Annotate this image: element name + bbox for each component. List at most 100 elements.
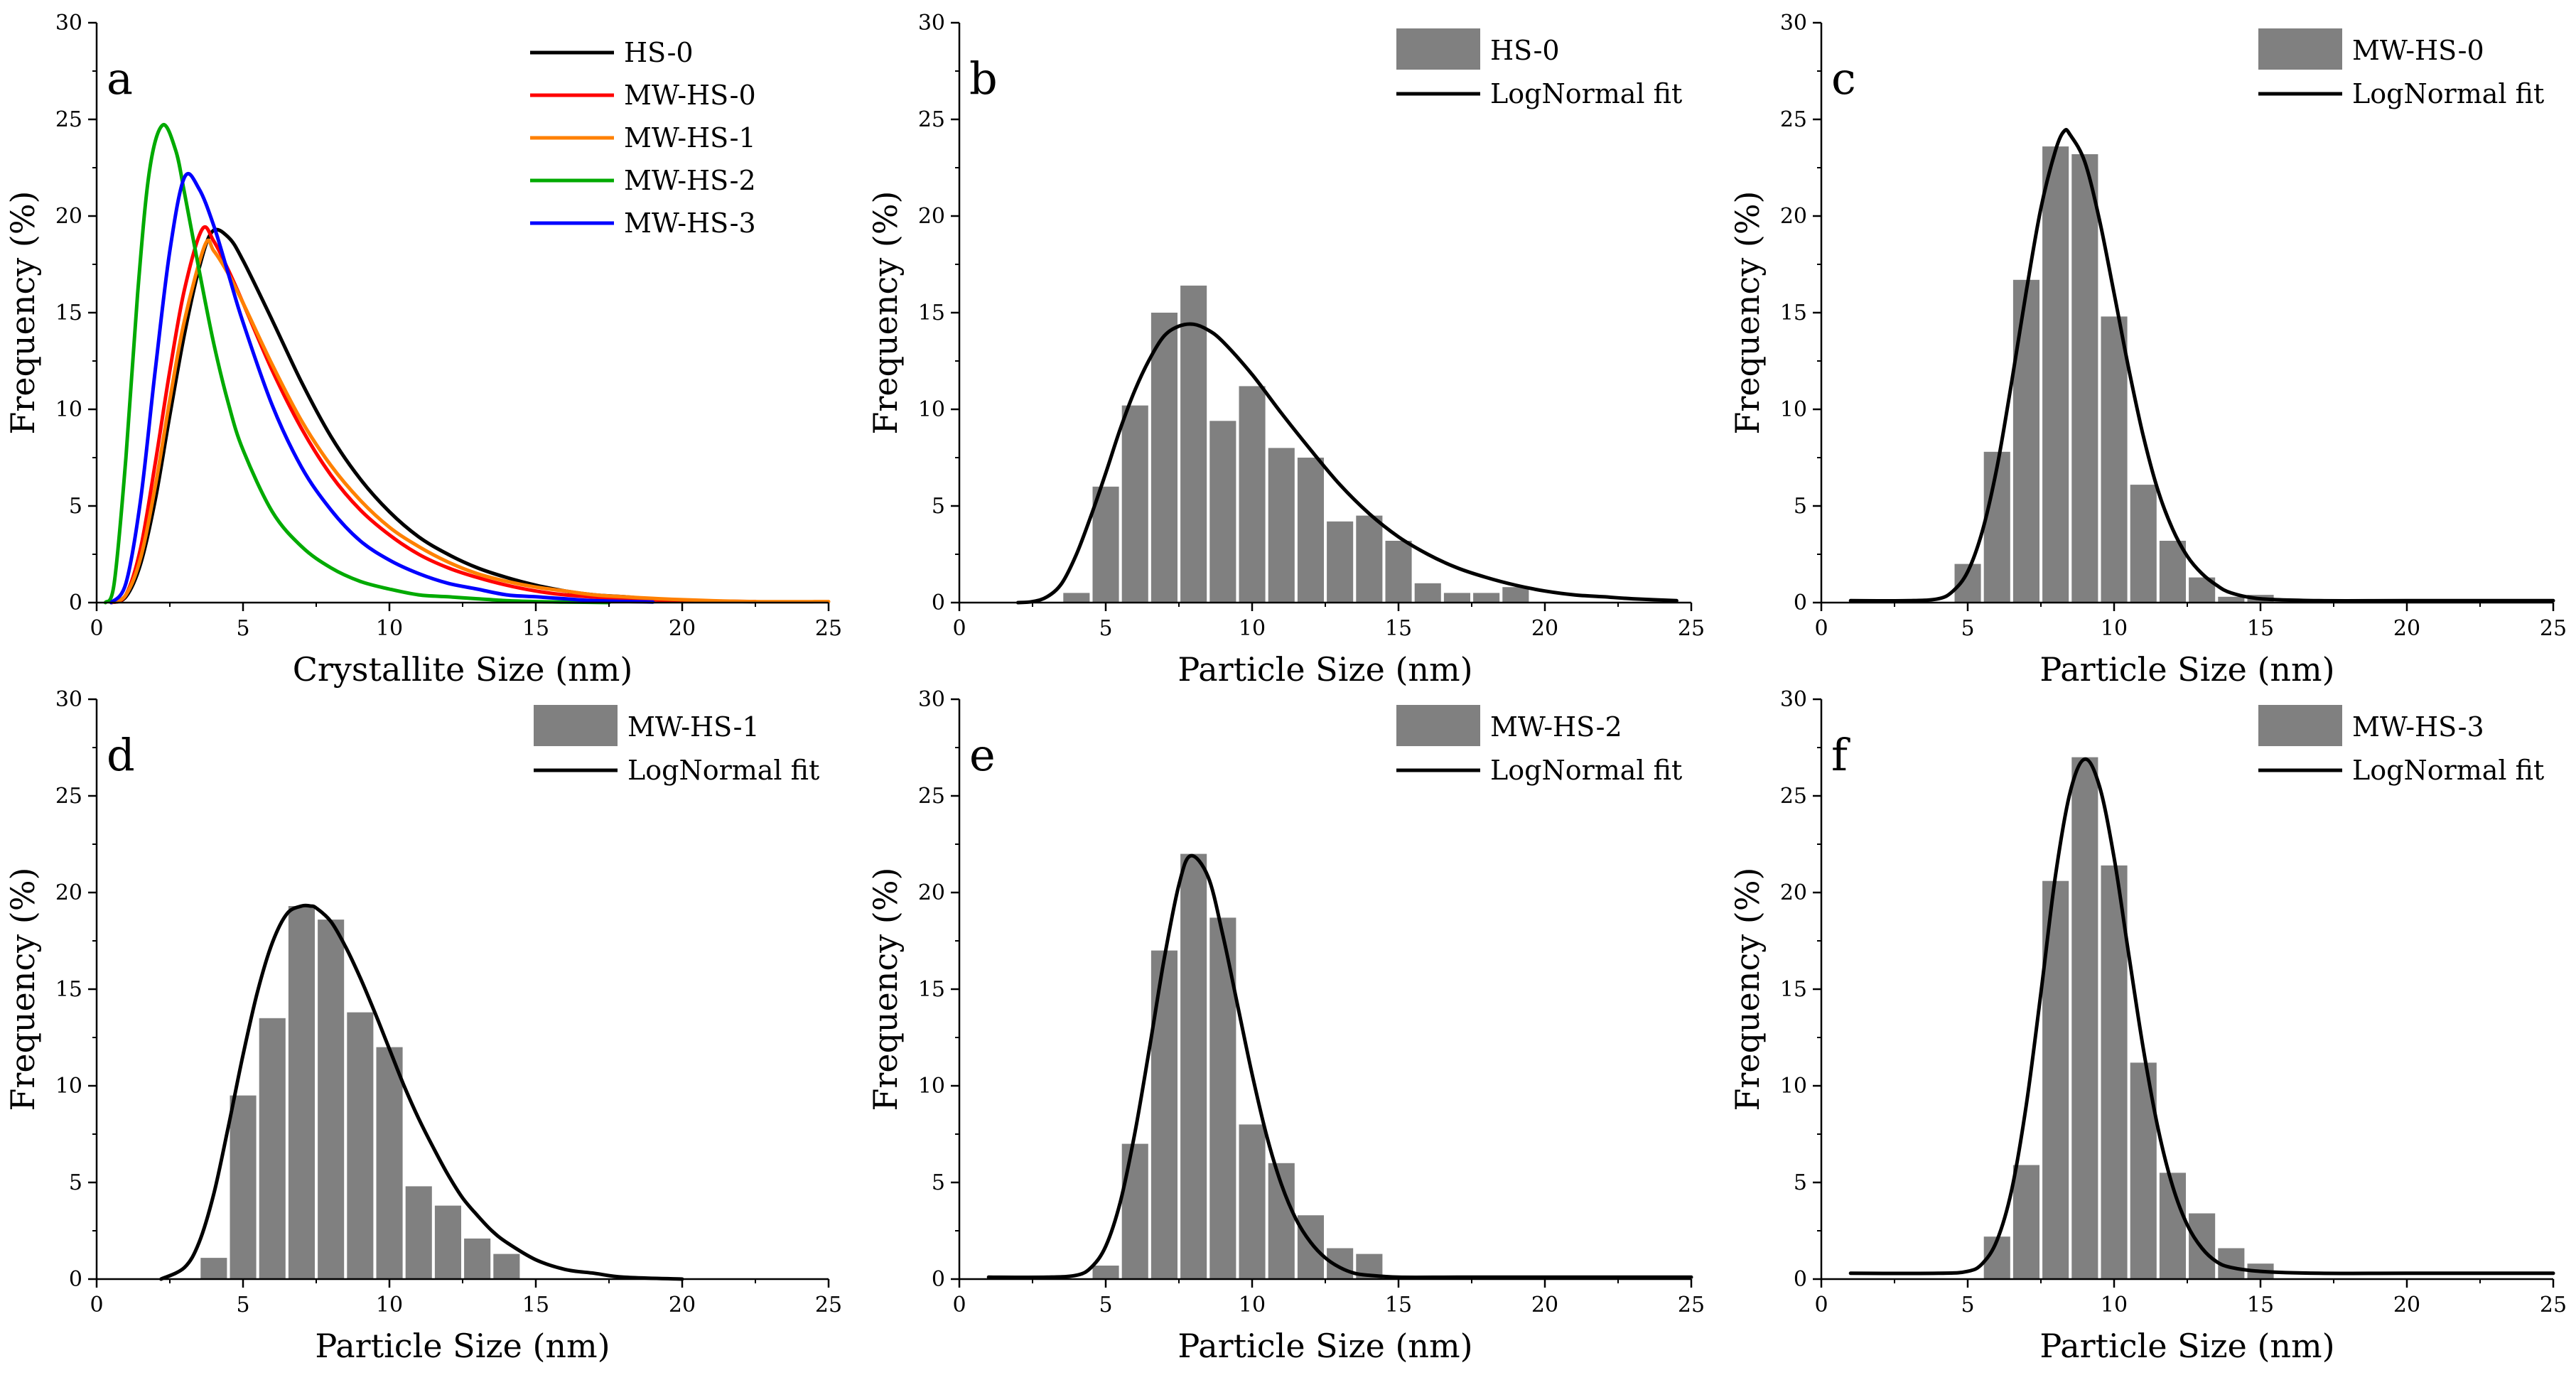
y-tick-label: 10 [55, 1074, 82, 1099]
histogram-bar [1063, 593, 1090, 603]
x-tick-label: 10 [2101, 616, 2128, 641]
x-tick-label: 25 [1678, 616, 1705, 641]
x-tick-label: 5 [1099, 616, 1112, 641]
x-axis-title: Particle Size (nm) [2039, 650, 2334, 689]
y-tick-label: 0 [1794, 1267, 1807, 1292]
x-tick-label: 0 [1814, 1293, 1828, 1317]
x-axis-title: Crystallite Size (nm) [293, 650, 633, 689]
x-tick-label: 25 [815, 1293, 842, 1317]
legend-label: MW-HS-1 [627, 711, 760, 743]
y-tick-label: 15 [918, 977, 945, 1002]
x-tick-label: 5 [1961, 1293, 1974, 1317]
x-tick-label: 15 [522, 616, 549, 641]
histogram-bar [1121, 1143, 1148, 1279]
y-tick-label: 20 [1780, 204, 1807, 229]
y-tick-label: 20 [55, 204, 82, 229]
panel-d: 0 5 10 15 20 25 30 0 5 10 15 20 25 Particle Size (nm)… [4, 687, 842, 1365]
histogram-bar [1385, 541, 1412, 603]
legend-label: MW-HS-0 [2352, 35, 2484, 66]
legend-label: MW-HS-3 [2352, 711, 2484, 743]
x-tick-label: 20 [669, 616, 696, 641]
x-axis-title: Particle Size (nm) [1177, 1327, 1472, 1365]
panel-letter: c [1831, 53, 1856, 104]
legend-label: LogNormal fit [627, 755, 819, 786]
legend-label: LogNormal fit [2352, 755, 2544, 786]
curve-mw-hs-0 [109, 225, 758, 605]
y-tick-label: 5 [1794, 1170, 1807, 1195]
x-tick-label: 10 [2101, 1293, 2128, 1317]
x-tick-label: 15 [2247, 1293, 2274, 1317]
y-tick-label: 30 [1780, 687, 1807, 712]
x-tick-label: 0 [1814, 616, 1828, 641]
curve-mw-hs-2 [103, 123, 611, 605]
legend-label: MW-HS-3 [624, 207, 756, 239]
y-axis-title: Frequency (%) [866, 190, 905, 434]
histogram-bar [464, 1238, 491, 1279]
legend-label: MW-HS-2 [624, 165, 756, 196]
legend-swatch [534, 705, 618, 746]
x-tick-label: 15 [522, 1293, 549, 1317]
y-tick-label: 0 [69, 591, 82, 615]
y-tick-label: 5 [69, 1170, 82, 1195]
histogram-bar [2159, 541, 2186, 603]
y-axis-title: Frequency (%) [4, 190, 42, 434]
histogram-bar [2101, 865, 2128, 1279]
x-tick-label: 25 [1678, 1293, 1705, 1317]
histogram-bar [1180, 285, 1207, 603]
histogram-bar [2218, 596, 2245, 603]
y-tick-label: 30 [1780, 11, 1807, 36]
y-tick-label: 30 [918, 687, 945, 712]
histogram-bar [1414, 583, 1441, 603]
y-tick-label: 5 [932, 494, 945, 519]
curve-lognormal-fit [159, 903, 684, 1281]
legend-label: MW-HS-0 [624, 80, 756, 111]
histogram-bar [1473, 593, 1500, 603]
histogram-bar [1121, 405, 1148, 603]
y-tick-label: 15 [55, 977, 82, 1002]
y-axis-title: Frequency (%) [1728, 190, 1767, 434]
x-tick-label: 0 [90, 1293, 103, 1317]
x-tick-label: 5 [236, 1293, 249, 1317]
y-tick-label: 20 [918, 880, 945, 905]
histogram-bar [1092, 1266, 1119, 1279]
y-tick-label: 30 [918, 11, 945, 36]
x-axis-title: Particle Size (nm) [2039, 1327, 2334, 1365]
y-tick-label: 0 [69, 1267, 82, 1292]
x-axis-title: Particle Size (nm) [1177, 650, 1472, 689]
y-tick-label: 20 [55, 880, 82, 905]
x-tick-label: 25 [2540, 616, 2567, 641]
legend-swatch [2258, 28, 2342, 70]
histogram-bar [259, 1018, 286, 1279]
histogram-bar [2042, 146, 2069, 603]
x-tick-label: 20 [1531, 1293, 1558, 1317]
x-tick-label: 10 [1239, 616, 1266, 641]
x-tick-label: 0 [952, 1293, 966, 1317]
y-axis-title: Frequency (%) [1728, 867, 1767, 1111]
x-axis-title: Particle Size (nm) [315, 1327, 610, 1365]
x-tick-label: 20 [2393, 1293, 2420, 1317]
histogram-bar [200, 1258, 227, 1279]
x-tick-label: 15 [1385, 616, 1412, 641]
histogram-bar [1983, 451, 2010, 603]
histogram-bar [230, 1095, 257, 1279]
legend-swatch [2258, 705, 2342, 746]
y-tick-label: 30 [55, 11, 82, 36]
histogram-bar [1297, 458, 1324, 603]
histogram-bar [347, 1012, 374, 1279]
x-tick-label: 25 [2540, 1293, 2567, 1317]
y-tick-label: 30 [55, 687, 82, 712]
x-tick-label: 0 [90, 616, 103, 641]
panel-letter: b [969, 53, 998, 104]
y-tick-label: 5 [69, 494, 82, 519]
y-tick-label: 10 [1780, 1074, 1807, 1099]
histogram-bar [318, 920, 345, 1279]
histogram-bar [2071, 154, 2098, 603]
histogram-bar [1150, 313, 1177, 603]
histogram-bar [1180, 853, 1207, 1279]
panel-e: 0 5 10 15 20 25 30 0 5 10 15 20 25 Particle Size (nm)… [866, 687, 1705, 1365]
histogram-bar [405, 1186, 432, 1279]
curve-lognormal-fit [1015, 322, 1678, 605]
histogram-bar [2130, 485, 2157, 603]
legend-label: MW-HS-1 [624, 122, 756, 153]
y-tick-label: 15 [55, 301, 82, 325]
